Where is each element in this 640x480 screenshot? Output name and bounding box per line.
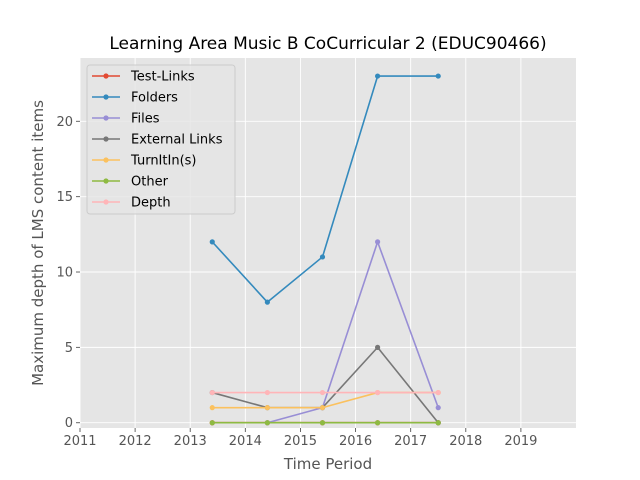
- data-point: [319, 254, 326, 260]
- data-point: [209, 389, 215, 396]
- legend-swatch-marker: [103, 178, 109, 184]
- legend-item: Files: [92, 112, 160, 127]
- data-point: [375, 73, 381, 79]
- legend-item: Test-Links: [92, 70, 195, 85]
- data-point: [209, 405, 215, 411]
- legend-label: Other: [131, 175, 169, 190]
- legend-swatch-marker: [103, 115, 109, 121]
- legend-item: TurnItIn(s): [92, 154, 196, 169]
- y-tick-label: 20: [56, 115, 73, 130]
- x-tick-label: 2016: [339, 434, 372, 449]
- legend-label: TurnItIn(s): [130, 154, 196, 169]
- x-tick-label: 2018: [449, 434, 482, 449]
- y-tick-label: 5: [65, 341, 73, 356]
- data-point: [375, 344, 381, 350]
- data-point: [375, 239, 381, 245]
- series-layer: [209, 73, 441, 426]
- legend-swatch-marker: [103, 94, 109, 100]
- y-tick-label: 10: [56, 266, 73, 281]
- y-tick-label: 15: [56, 190, 73, 205]
- legend-label: Test-Links: [130, 70, 195, 85]
- legend-label: Files: [131, 112, 160, 127]
- x-tick-label: 2014: [229, 434, 262, 449]
- data-point: [435, 405, 441, 411]
- data-point: [264, 389, 270, 396]
- chart-title: Learning Area Music B CoCurricular 2 (ED…: [109, 34, 546, 54]
- data-point: [435, 389, 441, 396]
- data-point: [264, 420, 270, 426]
- axes: 2011 2012 2013 2014 2015 2016 2017 2018 20190510…: [56, 115, 537, 449]
- x-tick-label: 2011: [63, 434, 96, 449]
- series-folders: [209, 73, 441, 305]
- x-tick-label: 2015: [284, 434, 317, 449]
- legend-item: Depth: [92, 196, 171, 211]
- data-point: [319, 389, 326, 396]
- legend-item: Folders: [92, 91, 178, 106]
- x-tick-label: 2017: [394, 434, 427, 449]
- legend: Test-Links Folders Files External Links Turn…: [86, 64, 236, 215]
- y-tick-label: 0: [65, 416, 73, 431]
- series-line: [267, 241, 439, 424]
- data-point: [375, 420, 381, 426]
- data-point: [375, 389, 381, 396]
- x-tick-label: 2019: [504, 434, 537, 449]
- x-axis-label: Time Period: [283, 455, 372, 473]
- legend-item: External Links: [92, 133, 223, 148]
- series-depth: [209, 389, 441, 396]
- data-point: [209, 239, 215, 245]
- data-point: [319, 420, 326, 426]
- data-point: [209, 420, 215, 426]
- series-other: [209, 420, 441, 426]
- legend-label: External Links: [131, 133, 223, 148]
- data-point: [435, 73, 441, 79]
- legend-label: Depth: [131, 196, 171, 211]
- legend-swatch-marker: [103, 199, 109, 205]
- data-point: [264, 405, 270, 411]
- data-point: [319, 405, 326, 411]
- x-tick-label: 2013: [174, 434, 207, 449]
- legend-label: Folders: [131, 91, 178, 106]
- data-point: [264, 299, 270, 305]
- legend-swatch-marker: [103, 157, 109, 163]
- legend-item: Other: [92, 175, 169, 190]
- legend-swatch-marker: [103, 136, 109, 142]
- data-point: [435, 420, 441, 426]
- x-tick-label: 2012: [119, 434, 152, 449]
- legend-swatch-marker: [103, 73, 109, 79]
- legend-box: [86, 64, 236, 215]
- y-axis-label: Maximum depth of LMS content items: [29, 100, 47, 386]
